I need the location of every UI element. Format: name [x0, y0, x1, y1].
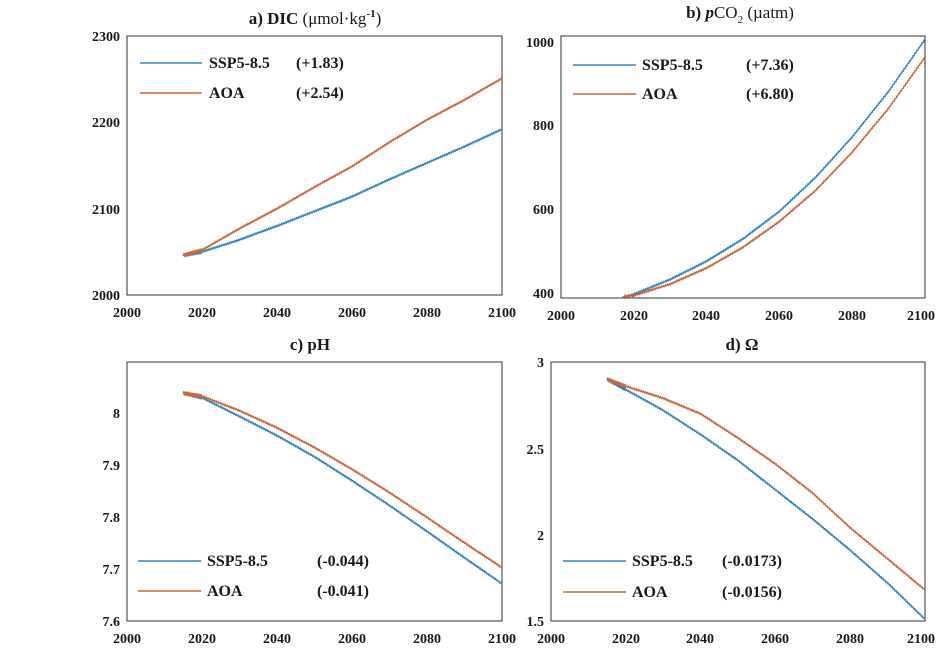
panel-b-x-tick: 2080 — [838, 309, 866, 324]
panel-b-y-tick: 1000 — [526, 36, 554, 51]
panel-c-y-tick: 7.8 — [103, 511, 121, 526]
panel-b-pco2: b) pCO2 (µatm) 2000 2020 2040 2060 2080 … — [526, 3, 935, 324]
panel-c-y-tick: 7.9 — [103, 459, 121, 474]
panel-c-ph: c) pH 2000 2020 2040 2060 2080 2100 7.6 … — [103, 335, 517, 647]
panel-d-omega: d) Ω 2000 2020 2040 2060 2080 2100 1.5 2… — [527, 335, 936, 647]
panel-a-y-tick: 2200 — [92, 116, 120, 131]
panel-a-x-tick: 2060 — [338, 306, 366, 321]
panel-a-legend-ssp585-name: SSP5-8.5 — [209, 55, 270, 72]
panel-a-legend-aoa-name: AOA — [209, 85, 245, 102]
panel-a-series-aoa-line — [182, 77, 503, 258]
panel-b-x-tick: 2020 — [620, 309, 648, 324]
panel-c-y-tick: 7.6 — [103, 615, 121, 630]
panel-d-title: d) Ω — [726, 335, 759, 354]
panel-d-axes — [550, 361, 926, 622]
panel-c-y-tick: 7.7 — [103, 563, 121, 578]
panel-a-y-tick: 2100 — [92, 203, 120, 218]
panel-c-legend-aoa-trend: (-0.041) — [317, 583, 369, 600]
panel-d-y-tick: 1.5 — [527, 615, 545, 630]
panel-a-x-ticks: 2000 2020 2040 2060 2080 2100 — [113, 306, 516, 321]
panel-b-legend-ssp585-name: SSP5-8.5 — [642, 57, 703, 74]
panel-a-series-ssp585-line — [182, 128, 503, 258]
panel-b-legend-aoa-name: AOA — [642, 86, 678, 103]
panel-a-legend-ssp585-trend: (+1.83) — [296, 55, 344, 72]
panel-a-x-tick: 2040 — [263, 306, 291, 321]
panel-d-x-tick: 2100 — [907, 632, 935, 647]
panel-b-y-tick: 800 — [533, 119, 554, 134]
panel-b-x-tick: 2060 — [765, 309, 793, 324]
panel-b-x-tick: 2000 — [547, 309, 575, 324]
panel-a-x-tick: 2100 — [488, 306, 516, 321]
panel-a-y-tick: 2300 — [92, 30, 120, 45]
panel-d-x-tick: 2040 — [686, 632, 714, 647]
panel-b-x-tick: 2040 — [692, 309, 720, 324]
panel-b-x-ticks: 2000 2020 2040 2060 2080 2100 — [547, 309, 935, 324]
panel-c-series-ssp585-line — [182, 390, 503, 585]
panel-b-axes — [560, 35, 926, 299]
panel-b-y-tick: 400 — [533, 287, 554, 302]
panel-c-y-tick: 8 — [113, 407, 120, 422]
panel-d-legend-aoa-name: AOA — [632, 584, 668, 601]
panel-a-x-tick: 2020 — [188, 306, 216, 321]
panel-b-y-tick: 600 — [533, 203, 554, 218]
panel-d-x-tick: 2020 — [612, 632, 640, 647]
panel-a-y-ticks: 2000 2100 2200 2300 — [92, 30, 120, 304]
panel-a-x-tick: 2000 — [113, 306, 141, 321]
panel-d-y-tick: 3 — [537, 356, 544, 371]
panel-c-legend: SSP5-8.5 (-0.044) AOA (-0.041) — [138, 553, 369, 600]
panel-b-series-ssp585-line — [622, 38, 926, 299]
panel-c-title: c) pH — [290, 335, 330, 354]
panel-c-x-tick: 2000 — [113, 632, 141, 647]
panel-c-x-tick: 2040 — [263, 632, 291, 647]
panel-a-legend: SSP5-8.5 (+1.83) AOA (+2.54) — [140, 55, 344, 102]
panel-a-x-tick: 2080 — [413, 306, 441, 321]
panel-d-y-tick: 2 — [537, 529, 544, 544]
panel-d-legend-ssp585-name: SSP5-8.5 — [632, 553, 693, 570]
panel-d-x-tick: 2080 — [836, 632, 864, 647]
panel-c-series-aoa-line — [182, 390, 503, 569]
panel-d-y-ticks: 1.5 2 2.5 3 — [527, 356, 545, 630]
panel-b-x-tick: 2100 — [907, 309, 935, 324]
panel-a-title: a) DIC (μmol·kg-1) — [249, 8, 382, 28]
panel-b-legend: SSP5-8.5 (+7.36) AOA (+6.80) — [573, 57, 794, 103]
panel-c-x-ticks: 2000 2020 2040 2060 2080 2100 — [113, 632, 516, 647]
panel-b-title: b) pCO2 (µatm) — [686, 3, 794, 26]
panel-d-x-ticks: 2000 2020 2040 2060 2080 2100 — [537, 632, 935, 647]
panel-b-series-aoa-line — [622, 56, 926, 301]
panel-b-legend-aoa-trend: (+6.80) — [746, 86, 794, 103]
panel-d-x-tick: 2000 — [537, 632, 565, 647]
panel-c-x-tick: 2020 — [188, 632, 216, 647]
panel-c-axes — [126, 361, 503, 622]
panel-c-x-tick: 2100 — [488, 632, 516, 647]
panel-d-series-ssp585-line — [606, 376, 926, 620]
panel-b-y-ticks: 400 600 800 1000 — [526, 36, 554, 302]
panel-d-legend-aoa-trend: (-0.0156) — [722, 584, 782, 601]
panel-a-dic: a) DIC (μmol·kg-1) 2000 2020 2040 2060 2… — [92, 8, 516, 321]
panel-c-legend-ssp585-name: SSP5-8.5 — [207, 553, 268, 570]
panel-d-x-tick: 2060 — [761, 632, 789, 647]
panel-c-x-tick: 2060 — [338, 632, 366, 647]
panel-a-y-tick: 2000 — [92, 289, 120, 304]
panel-a-legend-aoa-trend: (+2.54) — [296, 85, 344, 102]
panel-a-axes — [126, 35, 503, 296]
panel-c-legend-ssp585-trend: (-0.044) — [317, 553, 369, 570]
panel-b-legend-ssp585-trend: (+7.36) — [746, 57, 794, 74]
panel-c-legend-aoa-name: AOA — [207, 583, 243, 600]
panel-c-y-ticks: 7.6 7.7 7.8 7.9 8 — [103, 407, 121, 630]
panel-d-series-aoa-line — [606, 376, 926, 591]
panel-c-x-tick: 2080 — [413, 632, 441, 647]
panel-d-y-tick: 2.5 — [527, 443, 545, 458]
panel-d-legend: SSP5-8.5 (-0.0173) AOA (-0.0156) — [563, 553, 782, 601]
panel-d-legend-ssp585-trend: (-0.0173) — [722, 553, 782, 570]
